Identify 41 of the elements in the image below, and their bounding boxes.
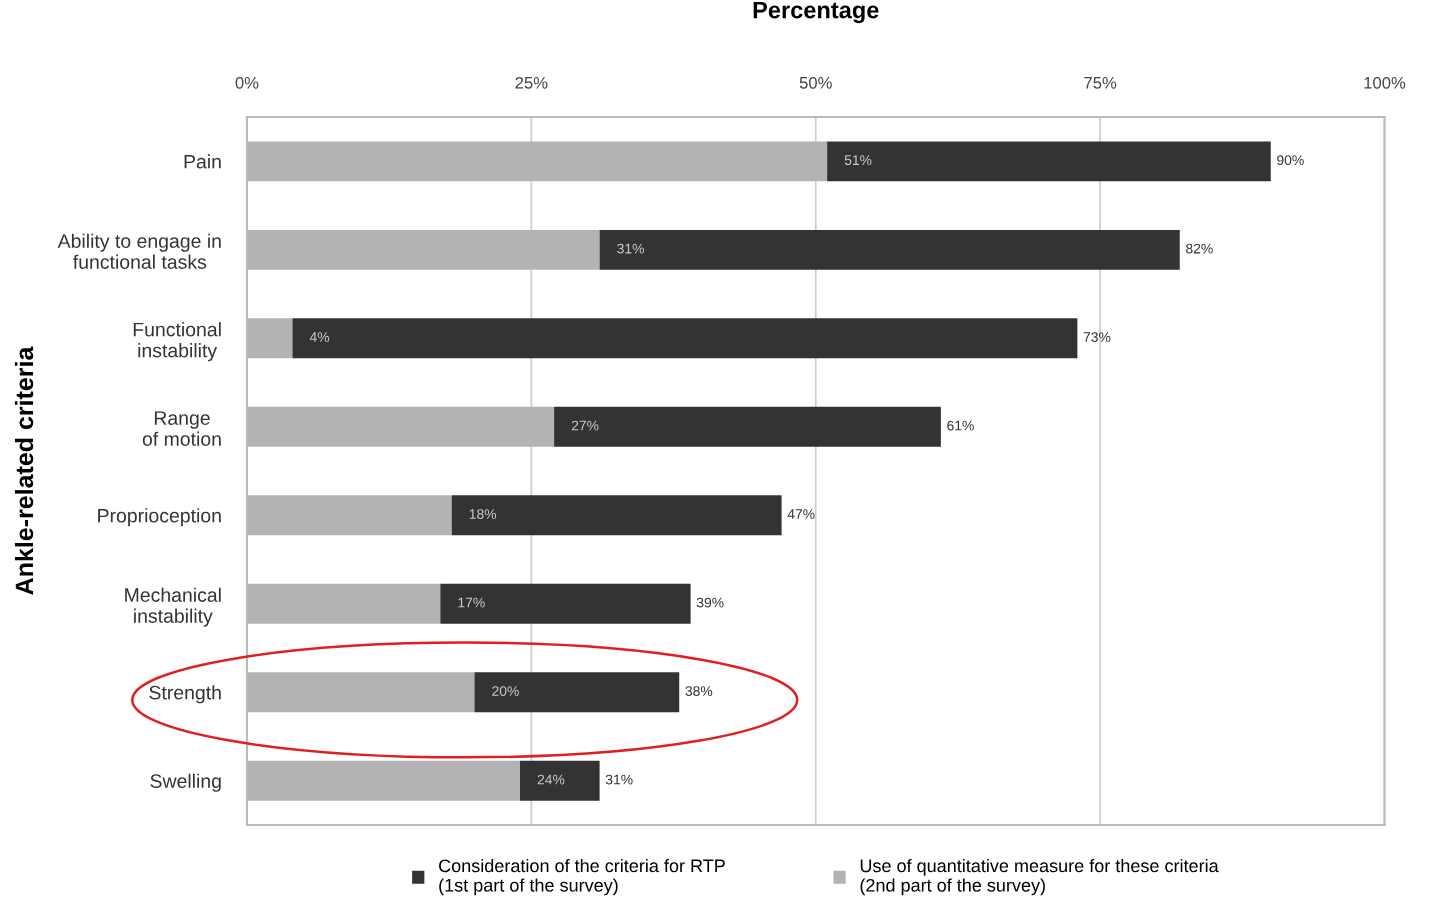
x-tick-label: 100% bbox=[1364, 76, 1406, 89]
data-label: 24% bbox=[537, 774, 565, 785]
total-label: 47% bbox=[787, 509, 815, 519]
total-label: 73% bbox=[1083, 332, 1111, 343]
y-tick-label: Swelling bbox=[150, 773, 221, 792]
data-label: 51% bbox=[844, 155, 872, 166]
x-tick-label: 25% bbox=[515, 76, 548, 89]
total-label: 61% bbox=[947, 420, 974, 431]
bar bbox=[451, 495, 782, 536]
y-tick-label: Mechanical instability bbox=[125, 587, 221, 627]
bar bbox=[474, 672, 680, 713]
total-label: 39% bbox=[696, 597, 724, 608]
bar bbox=[292, 318, 1078, 359]
bar bbox=[827, 141, 1271, 182]
y-tick-label: Ability to engage in functional tasks bbox=[57, 233, 221, 269]
y-tick-label: Proprioception bbox=[98, 508, 221, 527]
x-tick-label: 0% bbox=[235, 76, 259, 89]
total-label: 38% bbox=[685, 686, 713, 696]
data-label: 20% bbox=[492, 686, 519, 696]
bar bbox=[554, 406, 941, 447]
bar bbox=[519, 760, 600, 801]
data-label: 31% bbox=[617, 243, 644, 254]
y-tick-label: Functional instability bbox=[133, 322, 221, 362]
total-label: 31% bbox=[605, 774, 633, 785]
y-axis-title: Ankle-related criteria bbox=[14, 346, 34, 595]
x-tick-label: 50% bbox=[799, 76, 832, 89]
data-label: 4% bbox=[309, 332, 330, 342]
x-tick-label: 75% bbox=[1084, 77, 1117, 89]
x-axis-title: Percentage bbox=[753, 1, 879, 24]
y-tick-label: Range of motion bbox=[142, 411, 221, 446]
total-label: 90% bbox=[1277, 155, 1304, 166]
data-label: 27% bbox=[571, 420, 599, 431]
bar bbox=[440, 583, 691, 624]
y-tick-label: Pain bbox=[184, 154, 221, 169]
legend-label: Consideration of the criteria for RTP (1st part of the survey) bbox=[439, 858, 725, 896]
y-tick-label: Strength bbox=[149, 685, 221, 704]
legend-label: Use of quantitative measure for these criteria (2nd part of the survey) bbox=[860, 858, 1219, 896]
total-label: 82% bbox=[1186, 243, 1213, 254]
data-label: 18% bbox=[469, 509, 497, 519]
bar bbox=[599, 229, 1180, 270]
data-label: 17% bbox=[458, 597, 485, 608]
